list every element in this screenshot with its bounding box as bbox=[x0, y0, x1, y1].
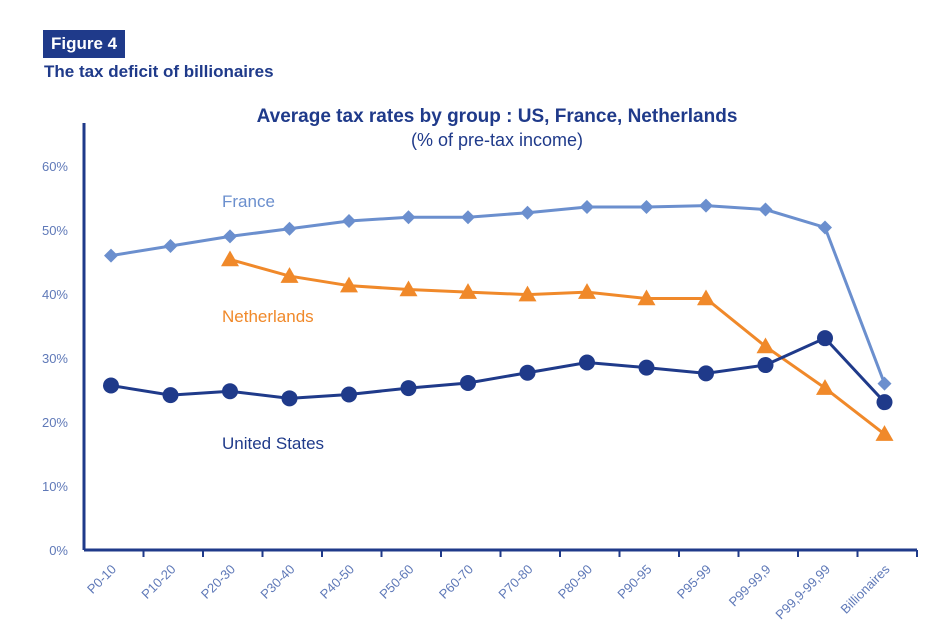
data-point-circle bbox=[341, 386, 357, 403]
data-point-circle bbox=[281, 390, 298, 407]
series-united-states bbox=[103, 330, 893, 411]
y-tick-label: 20% bbox=[42, 415, 68, 430]
y-tick-label: 50% bbox=[42, 223, 68, 238]
data-point-diamond bbox=[818, 220, 832, 235]
data-point-diamond bbox=[580, 199, 594, 214]
data-point-triangle bbox=[280, 267, 299, 283]
chart-subtitle: (% of pre-tax income) bbox=[411, 130, 583, 150]
data-point-triangle bbox=[756, 337, 775, 354]
x-tick-label: P99-99,9 bbox=[726, 562, 774, 610]
data-point-circle bbox=[817, 330, 833, 347]
series-label: United States bbox=[222, 434, 324, 453]
series-line bbox=[110, 204, 886, 385]
data-point-triangle bbox=[221, 250, 239, 267]
data-point-triangle bbox=[459, 283, 477, 299]
series-label: Netherlands bbox=[222, 307, 314, 326]
series-france bbox=[104, 198, 892, 391]
data-point-diamond bbox=[520, 205, 535, 220]
data-point-diamond bbox=[758, 202, 773, 217]
data-point-diamond bbox=[699, 198, 713, 213]
data-point-circle bbox=[162, 387, 179, 404]
chart-title: Average tax rates by group : US, France,… bbox=[257, 106, 738, 127]
series-layer bbox=[103, 198, 894, 441]
y-tick-label: 10% bbox=[42, 479, 68, 494]
data-point-diamond bbox=[877, 376, 892, 391]
data-point-diamond bbox=[639, 199, 654, 214]
x-tick-label: P99,9-99,99 bbox=[772, 562, 833, 623]
x-tick-label: P0-10 bbox=[84, 562, 119, 597]
data-point-diamond bbox=[342, 214, 356, 229]
data-point-circle bbox=[103, 377, 119, 394]
data-point-circle bbox=[698, 365, 714, 382]
data-point-triangle bbox=[518, 285, 537, 302]
data-point-triangle bbox=[399, 280, 418, 297]
data-point-triangle bbox=[340, 276, 358, 293]
series-line bbox=[110, 336, 886, 404]
x-tick-label: P95-99 bbox=[674, 562, 714, 602]
x-tick-label: P30-40 bbox=[257, 562, 297, 602]
data-point-triangle bbox=[816, 379, 834, 395]
chart-axes: 0% 10% 20% 30% 40% 50% 60% P0-10 P10-20 P20-30 P30… bbox=[42, 123, 918, 623]
data-point-circle bbox=[400, 380, 417, 397]
series-netherlands bbox=[221, 250, 894, 441]
data-point-diamond bbox=[282, 221, 297, 236]
data-point-circle bbox=[519, 364, 536, 381]
y-tick-label: 40% bbox=[42, 287, 68, 302]
x-tick-label: P60-70 bbox=[436, 562, 476, 602]
x-tick-label: P20-30 bbox=[198, 562, 238, 602]
data-point-diamond bbox=[223, 229, 237, 244]
data-point-circle bbox=[638, 359, 655, 376]
series-line bbox=[229, 257, 886, 436]
data-point-diamond bbox=[461, 210, 475, 225]
x-tick-label: P90-95 bbox=[614, 562, 654, 602]
data-point-triangle bbox=[637, 289, 656, 306]
data-point-circle bbox=[876, 394, 893, 411]
data-point-triangle bbox=[578, 283, 596, 299]
y-tick-label: 30% bbox=[42, 351, 68, 366]
data-point-circle bbox=[757, 357, 774, 374]
data-point-circle bbox=[222, 383, 238, 400]
data-point-triangle bbox=[697, 289, 715, 306]
data-point-circle bbox=[460, 374, 476, 391]
data-point-circle bbox=[579, 354, 595, 371]
x-tick-label: Billionaires bbox=[838, 561, 893, 616]
series-labels: France Netherlands United States bbox=[222, 192, 324, 453]
x-tick-label: P80-90 bbox=[555, 562, 595, 602]
data-point-diamond bbox=[401, 210, 416, 225]
y-tick-label: 60% bbox=[42, 159, 68, 174]
data-point-diamond bbox=[163, 239, 178, 253]
figure-subtitle: The tax deficit of billionaires bbox=[44, 62, 274, 81]
x-tick-label: P40-50 bbox=[317, 562, 357, 602]
y-tick-label: 0% bbox=[49, 543, 68, 558]
figure-label: Figure 4 bbox=[43, 30, 126, 58]
data-point-triangle bbox=[875, 425, 894, 441]
x-tick-label: P70-80 bbox=[495, 562, 535, 602]
x-tick-label: P50-60 bbox=[376, 562, 416, 602]
series-label: France bbox=[222, 192, 275, 211]
x-tick-label: P10-20 bbox=[138, 562, 178, 602]
data-point-diamond bbox=[104, 248, 118, 263]
